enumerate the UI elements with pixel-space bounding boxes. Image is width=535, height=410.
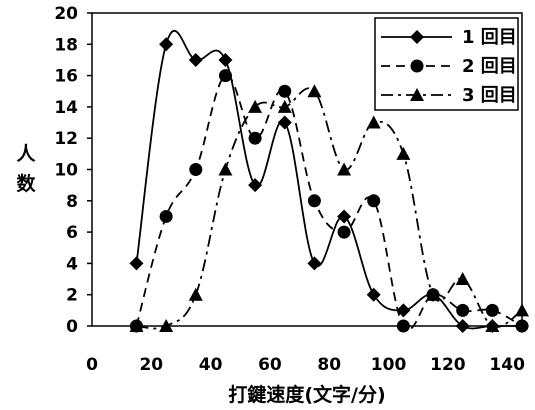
data-point (248, 99, 263, 113)
legend-label: 3 回目 (462, 85, 517, 106)
series-3 (129, 84, 529, 332)
legend-marker (410, 59, 424, 73)
legend-marker (410, 88, 424, 101)
data-point (455, 272, 470, 286)
series-line (135, 30, 522, 330)
y-tick-label: 10 (54, 161, 78, 181)
series-2 (129, 69, 529, 333)
data-point (337, 162, 352, 176)
x-axis-label: 打鍵速度(文字/分) (228, 383, 385, 406)
data-point (218, 52, 233, 67)
data-point (277, 115, 292, 130)
y-tick-label: 20 (54, 4, 78, 24)
y-tick-label: 16 (54, 67, 78, 87)
data-point (337, 209, 352, 224)
data-point (366, 287, 381, 302)
data-point (515, 303, 529, 317)
data-point (248, 131, 262, 145)
data-point (129, 256, 144, 271)
data-point (396, 319, 410, 333)
data-point (456, 303, 470, 317)
y-tick-label: 18 (54, 35, 78, 55)
data-point (248, 178, 263, 193)
data-point (515, 319, 529, 333)
y-axis-label: 人数 (16, 143, 36, 195)
y-tick-label: 12 (54, 129, 78, 149)
y-tick-label: 4 (66, 254, 78, 274)
x-tick-label: 20 (139, 355, 163, 375)
data-point (485, 303, 499, 317)
y-tick-label: 2 (66, 286, 78, 306)
legend-label: 2 回目 (462, 56, 517, 77)
data-point (159, 209, 173, 223)
x-tick-label: 140 (489, 355, 525, 375)
x-tick-label: 100 (371, 355, 407, 375)
data-point (485, 319, 500, 332)
series-layer (129, 30, 529, 333)
legend: 1 回目 2 回目 3 回目 (374, 17, 519, 111)
y-tick-label: 14 (54, 98, 78, 118)
data-point (307, 84, 322, 98)
data-point (337, 225, 351, 239)
legend-label: 1 回目 (462, 27, 517, 48)
data-point (218, 162, 233, 176)
data-point (277, 99, 292, 113)
data-point (307, 194, 321, 208)
data-point (396, 146, 411, 160)
data-point (188, 52, 203, 67)
x-tick-label: 60 (258, 355, 282, 375)
y-axis-ticks: 0 2 4 6 8 10 12 14 16 18 20 (54, 4, 92, 337)
data-point (159, 37, 174, 52)
data-point (367, 194, 381, 208)
y-tick-label: 8 (66, 192, 78, 212)
x-tick-label: 120 (430, 355, 466, 375)
y-tick-label: 6 (66, 223, 78, 243)
data-point (188, 287, 203, 301)
data-point (189, 163, 203, 176)
x-axis-ticks: 0 20 40 60 80 100 120 140 (86, 355, 525, 375)
data-point (307, 256, 322, 271)
data-point (129, 319, 144, 332)
data-point (396, 303, 411, 318)
series-line (136, 87, 523, 330)
data-point (278, 84, 292, 98)
data-point (159, 319, 174, 332)
x-tick-label: 80 (317, 355, 341, 375)
y-tick-label: 0 (66, 317, 78, 337)
data-point (218, 69, 232, 83)
data-point (455, 319, 470, 333)
x-tick-label: 40 (199, 355, 223, 375)
data-point (426, 287, 441, 301)
data-point (366, 115, 381, 129)
legend-marker (410, 30, 424, 44)
x-tick-label: 0 (86, 355, 98, 375)
